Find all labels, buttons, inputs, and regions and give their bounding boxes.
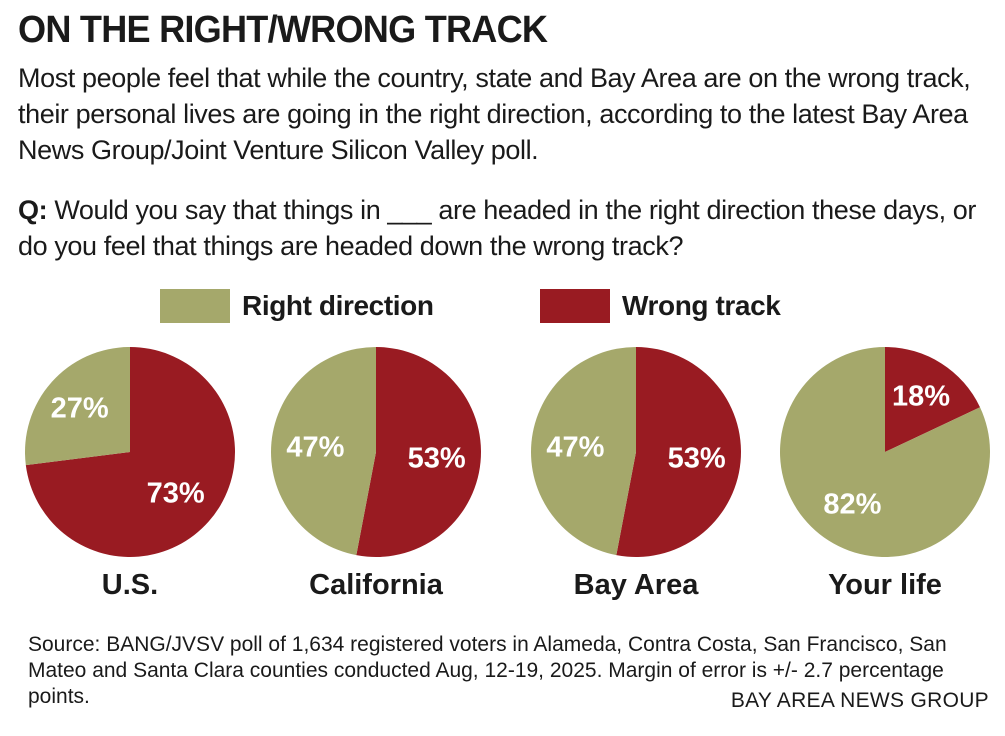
pie-slice-right-bay-area bbox=[530, 347, 636, 556]
question-text: Would you say that things in ___ are hea… bbox=[18, 195, 977, 261]
legend-swatch-right bbox=[160, 289, 230, 323]
pie-label-right-bay-area: 47% bbox=[546, 431, 604, 463]
pie-charts: 73% 27% U.S. 53% 47% California 53% 47% Bay Area… bbox=[25, 347, 991, 601]
pie-slice-wrong-california bbox=[356, 347, 481, 557]
source-note: Source: BANG/JVSV poll of 1,634 register… bbox=[28, 633, 947, 708]
question-label: Q: bbox=[18, 195, 48, 225]
legend-label-right: Right direction bbox=[242, 290, 434, 321]
pie-name-u-s: U.S. bbox=[102, 569, 158, 601]
pie-slice-right-california bbox=[270, 347, 376, 556]
question-block: Q: Would you say that things in ___ are … bbox=[18, 192, 998, 264]
pie-name-bay-area: Bay Area bbox=[574, 569, 700, 601]
intro-text: Most people feel that while the country,… bbox=[18, 63, 971, 165]
pie-label-wrong-california: 53% bbox=[408, 443, 466, 475]
legend-item-wrong: Wrong track bbox=[540, 286, 781, 326]
pie-label-wrong-your-life: 18% bbox=[892, 380, 950, 412]
pie-slice-wrong-bay-area bbox=[616, 347, 741, 557]
legend-label-wrong: Wrong track bbox=[622, 290, 781, 321]
pie-name-california: California bbox=[309, 569, 444, 601]
pie-slice-right-your-life bbox=[780, 347, 991, 557]
pie-label-right-california: 47% bbox=[286, 431, 344, 463]
legend-item-right: Right direction bbox=[160, 286, 434, 326]
credit-line: BAY AREA NEWS GROUP bbox=[730, 689, 989, 712]
pie-slice-right-u-s bbox=[25, 347, 130, 466]
chart-title: ON THE RIGHT/WRONG TRACK bbox=[18, 9, 548, 51]
legend-swatch-wrong bbox=[540, 289, 610, 323]
pie-label-right-your-life: 82% bbox=[823, 488, 881, 520]
legend: Right direction Wrong track bbox=[0, 286, 1005, 326]
pie-name-your-life: Your life bbox=[828, 569, 942, 601]
pie-slice-wrong-u-s bbox=[25, 347, 236, 557]
pie-label-right-u-s: 27% bbox=[51, 393, 109, 425]
pie-slice-wrong-your-life bbox=[885, 347, 981, 452]
pie-label-wrong-u-s: 73% bbox=[147, 477, 205, 509]
pie-label-wrong-bay-area: 53% bbox=[668, 443, 726, 475]
